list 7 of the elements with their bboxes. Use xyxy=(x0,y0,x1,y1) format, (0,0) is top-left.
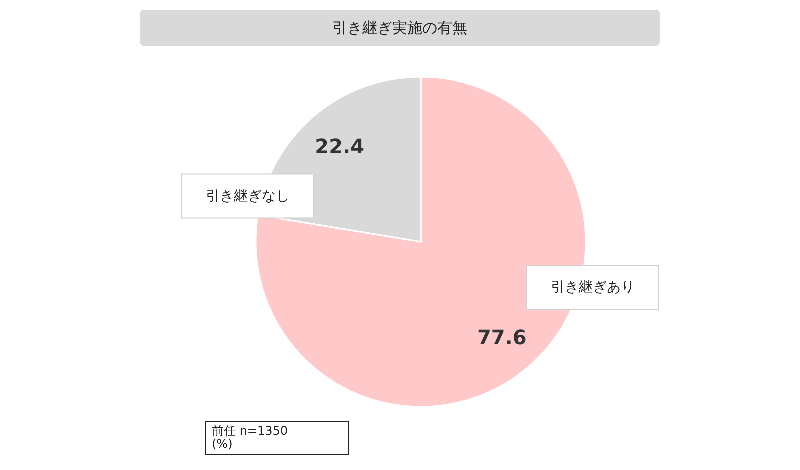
data-label: 22.4 xyxy=(315,134,365,158)
text: 前任 n=1350 xyxy=(212,424,290,438)
slice-label: 引き継ぎなし xyxy=(206,188,290,204)
chart-title: 引き継ぎ実施の有無 xyxy=(140,10,660,46)
slice-label: 引き継ぎあり xyxy=(551,280,635,296)
data-label: 77.6 xyxy=(477,326,527,350)
text: (%) xyxy=(212,437,234,451)
